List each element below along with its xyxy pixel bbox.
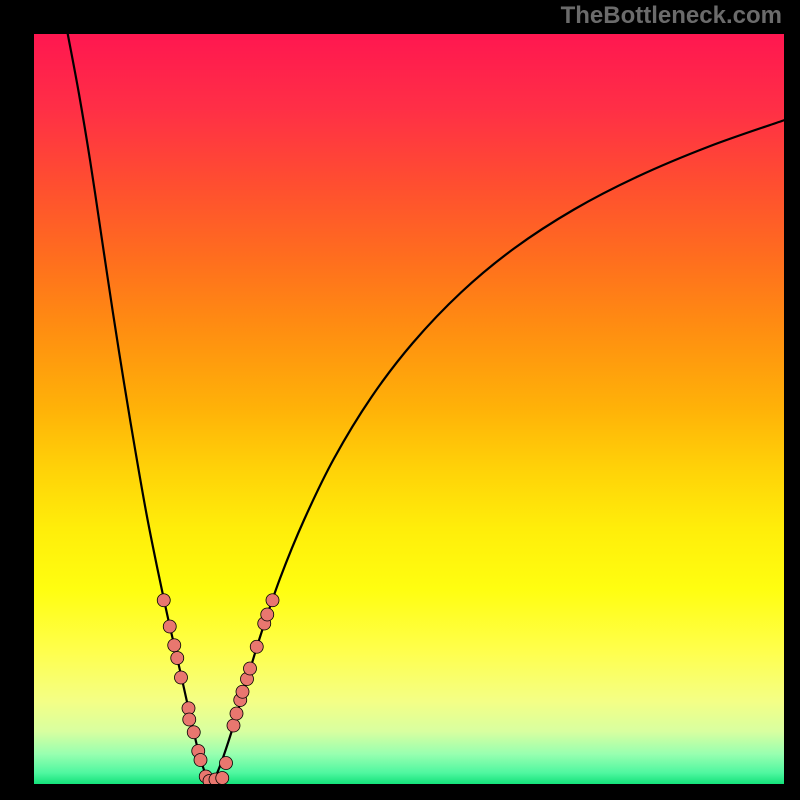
data-marker — [157, 594, 170, 607]
data-marker — [175, 671, 188, 684]
data-marker — [266, 594, 279, 607]
data-marker — [236, 685, 249, 698]
data-marker — [187, 726, 200, 739]
data-marker — [171, 652, 184, 665]
data-marker — [216, 772, 229, 785]
data-marker — [230, 707, 243, 720]
gradient-background — [34, 34, 784, 784]
data-marker — [194, 754, 207, 767]
plot-svg — [34, 34, 784, 784]
bottleneck-chart: TheBottleneck.com — [0, 0, 800, 800]
watermark-text: TheBottleneck.com — [561, 2, 782, 30]
data-marker — [227, 719, 240, 732]
data-marker — [168, 639, 181, 652]
data-marker — [250, 640, 263, 653]
data-marker — [261, 608, 274, 621]
data-marker — [163, 620, 176, 633]
data-marker — [220, 757, 233, 770]
data-marker — [244, 662, 257, 675]
data-marker — [183, 713, 196, 726]
